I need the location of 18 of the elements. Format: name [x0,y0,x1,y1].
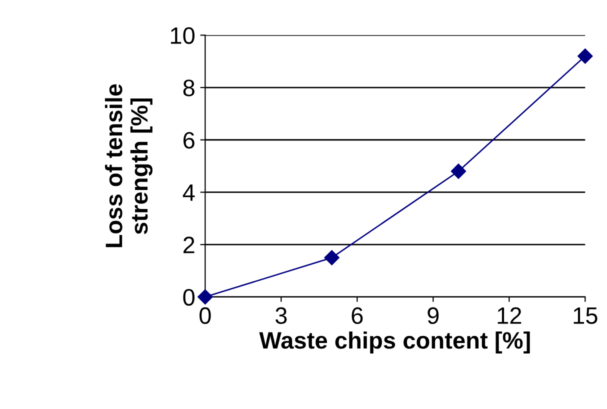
point [198,289,213,305]
y-tick-label: 6 [184,132,194,149]
x-axis-title: Waste chips content [%] [259,331,530,354]
y-tick-label: 0 [183,289,195,306]
x-tick-label: 6 [352,307,363,324]
point [450,164,466,179]
y-tick-label: 2 [184,236,194,254]
x-tick-label: 0 [200,307,211,324]
x-tick-label: 15 [574,308,598,324]
x-tick-label: 12 [498,307,522,324]
x-tick-label: 9 [428,307,439,324]
y-tick-label: 4 [182,184,195,201]
x-tick-label: 3 [276,307,287,324]
y-tick-label: 8 [183,80,194,96]
point [324,250,340,266]
y-axis-title: Loss of tensile strength [%] [104,84,153,248]
point [578,48,593,64]
y-tick-label: 10 [170,27,195,44]
